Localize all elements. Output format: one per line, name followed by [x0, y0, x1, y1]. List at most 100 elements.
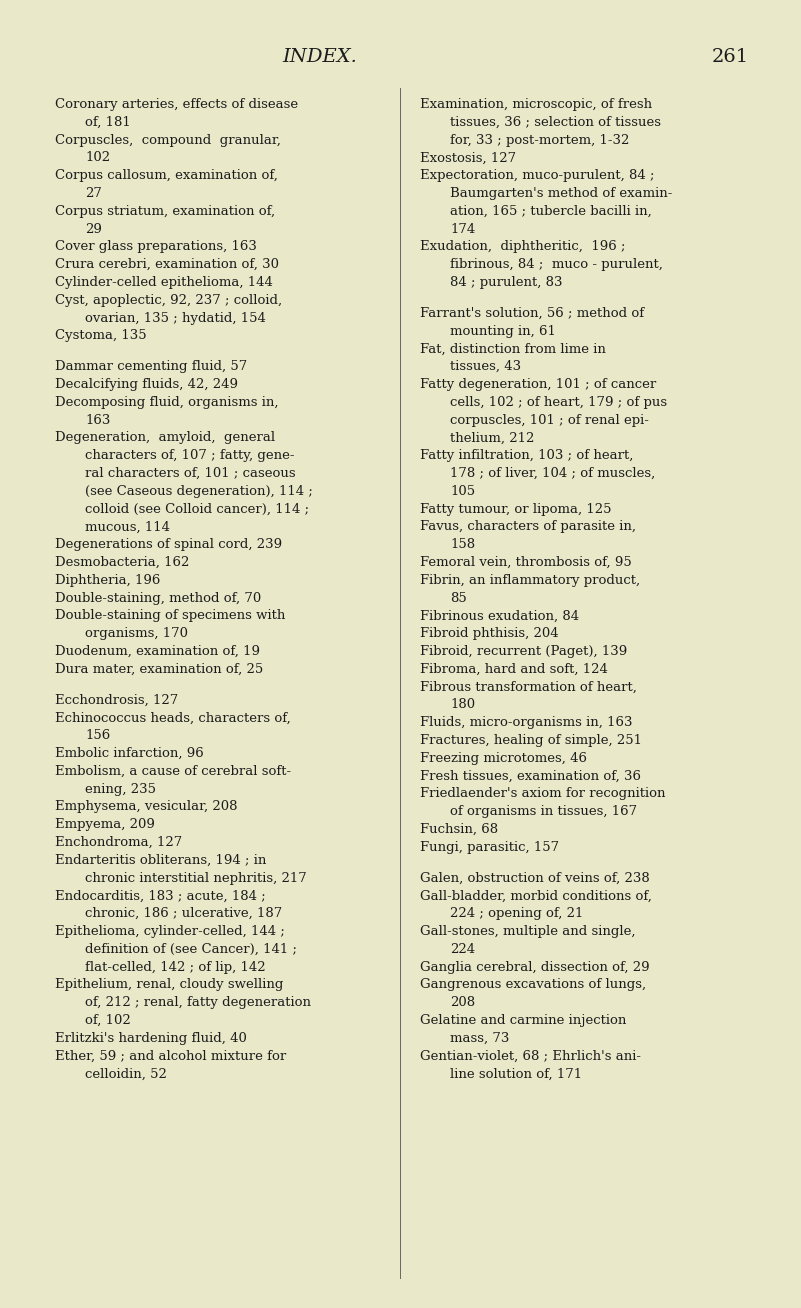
Text: Decalcifying fluids, 42, 249: Decalcifying fluids, 42, 249	[55, 378, 238, 391]
Text: Crura cerebri, examination of, 30: Crura cerebri, examination of, 30	[55, 258, 279, 271]
Text: Enchondroma, 127: Enchondroma, 127	[55, 836, 183, 849]
Text: cells, 102 ; of heart, 179 ; of pus: cells, 102 ; of heart, 179 ; of pus	[450, 396, 667, 409]
Text: Empyema, 209: Empyema, 209	[55, 819, 155, 831]
Text: Cyst, apoplectic, 92, 237 ; colloid,: Cyst, apoplectic, 92, 237 ; colloid,	[55, 294, 282, 307]
Text: characters of, 107 ; fatty, gene-: characters of, 107 ; fatty, gene-	[85, 449, 295, 462]
Text: Fresh tissues, examination of, 36: Fresh tissues, examination of, 36	[420, 769, 641, 782]
Text: Exostosis, 127: Exostosis, 127	[420, 152, 516, 165]
Text: Double-staining, method of, 70: Double-staining, method of, 70	[55, 591, 261, 604]
Text: 261: 261	[711, 48, 749, 65]
Text: Corpuscles,  compound  granular,: Corpuscles, compound granular,	[55, 133, 281, 146]
Text: ovarian, 135 ; hydatid, 154: ovarian, 135 ; hydatid, 154	[85, 311, 266, 324]
Text: Degeneration,  amyloid,  general: Degeneration, amyloid, general	[55, 432, 275, 445]
Text: mounting in, 61: mounting in, 61	[450, 324, 556, 337]
Text: (see Caseous degeneration), 114 ;: (see Caseous degeneration), 114 ;	[85, 485, 313, 498]
Text: 84 ; purulent, 83: 84 ; purulent, 83	[450, 276, 562, 289]
Text: Favus, characters of parasite in,: Favus, characters of parasite in,	[420, 521, 636, 534]
Text: ral characters of, 101 ; caseous: ral characters of, 101 ; caseous	[85, 467, 296, 480]
Text: Fibroid, recurrent (Paget), 139: Fibroid, recurrent (Paget), 139	[420, 645, 627, 658]
Text: Fibroid phthisis, 204: Fibroid phthisis, 204	[420, 628, 558, 640]
Text: mass, 73: mass, 73	[450, 1032, 509, 1045]
Text: ation, 165 ; tubercle bacilli in,: ation, 165 ; tubercle bacilli in,	[450, 205, 652, 218]
Text: Fungi, parasitic, 157: Fungi, parasitic, 157	[420, 841, 559, 854]
Text: Freezing microtomes, 46: Freezing microtomes, 46	[420, 752, 587, 765]
Text: of, 212 ; renal, fatty degeneration: of, 212 ; renal, fatty degeneration	[85, 997, 311, 1010]
Text: 102: 102	[85, 152, 110, 165]
Text: 174: 174	[450, 222, 475, 235]
Text: Coronary arteries, effects of disease: Coronary arteries, effects of disease	[55, 98, 298, 111]
Text: Ether, 59 ; and alcohol mixture for: Ether, 59 ; and alcohol mixture for	[55, 1049, 286, 1062]
Text: corpuscles, 101 ; of renal epi-: corpuscles, 101 ; of renal epi-	[450, 413, 649, 426]
Text: INDEX.: INDEX.	[283, 48, 357, 65]
Text: Dammar cementing fluid, 57: Dammar cementing fluid, 57	[55, 360, 248, 373]
Text: for, 33 ; post-mortem, 1-32: for, 33 ; post-mortem, 1-32	[450, 133, 630, 146]
Text: colloid (see Colloid cancer), 114 ;: colloid (see Colloid cancer), 114 ;	[85, 502, 309, 515]
Text: 105: 105	[450, 485, 475, 498]
Text: Double-staining of specimens with: Double-staining of specimens with	[55, 610, 285, 623]
Text: 224 ; opening of, 21: 224 ; opening of, 21	[450, 908, 583, 921]
Text: Gall-bladder, morbid conditions of,: Gall-bladder, morbid conditions of,	[420, 889, 652, 903]
Text: 163: 163	[85, 413, 111, 426]
Text: Diphtheria, 196: Diphtheria, 196	[55, 574, 160, 587]
Text: Ganglia cerebral, dissection of, 29: Ganglia cerebral, dissection of, 29	[420, 960, 650, 973]
Text: fibrinous, 84 ;  muco - purulent,: fibrinous, 84 ; muco - purulent,	[450, 258, 663, 271]
Text: organisms, 170: organisms, 170	[85, 628, 188, 640]
Text: chronic interstitial nephritis, 217: chronic interstitial nephritis, 217	[85, 871, 307, 884]
Text: celloidin, 52: celloidin, 52	[85, 1067, 167, 1080]
Text: flat-celled, 142 ; of lip, 142: flat-celled, 142 ; of lip, 142	[85, 960, 266, 973]
Text: Fuchsin, 68: Fuchsin, 68	[420, 823, 498, 836]
Text: Expectoration, muco-purulent, 84 ;: Expectoration, muco-purulent, 84 ;	[420, 169, 654, 182]
Text: Gall-stones, multiple and single,: Gall-stones, multiple and single,	[420, 925, 635, 938]
Text: Corpus callosum, examination of,: Corpus callosum, examination of,	[55, 169, 278, 182]
Text: Fibrin, an inflammatory product,: Fibrin, an inflammatory product,	[420, 574, 640, 587]
Text: of, 181: of, 181	[85, 116, 131, 128]
Text: of, 102: of, 102	[85, 1014, 131, 1027]
Text: Cystoma, 135: Cystoma, 135	[55, 330, 147, 343]
Text: Baumgarten's method of examin-: Baumgarten's method of examin-	[450, 187, 672, 200]
Text: Cylinder-celled epithelioma, 144: Cylinder-celled epithelioma, 144	[55, 276, 273, 289]
Text: Degenerations of spinal cord, 239: Degenerations of spinal cord, 239	[55, 538, 282, 551]
Text: Desmobacteria, 162: Desmobacteria, 162	[55, 556, 189, 569]
Text: ening, 235: ening, 235	[85, 782, 156, 795]
Text: Epithelium, renal, cloudy swelling: Epithelium, renal, cloudy swelling	[55, 978, 284, 991]
Text: Duodenum, examination of, 19: Duodenum, examination of, 19	[55, 645, 260, 658]
Text: Gangrenous excavations of lungs,: Gangrenous excavations of lungs,	[420, 978, 646, 991]
Text: Emphysema, vesicular, 208: Emphysema, vesicular, 208	[55, 800, 238, 814]
Text: 178 ; of liver, 104 ; of muscles,: 178 ; of liver, 104 ; of muscles,	[450, 467, 655, 480]
Text: Exudation,  diphtheritic,  196 ;: Exudation, diphtheritic, 196 ;	[420, 241, 626, 254]
Text: Decomposing fluid, organisms in,: Decomposing fluid, organisms in,	[55, 396, 279, 409]
Text: 158: 158	[450, 538, 475, 551]
Text: tissues, 36 ; selection of tissues: tissues, 36 ; selection of tissues	[450, 116, 661, 128]
Text: Fatty degeneration, 101 ; of cancer: Fatty degeneration, 101 ; of cancer	[420, 378, 656, 391]
Text: Examination, microscopic, of fresh: Examination, microscopic, of fresh	[420, 98, 652, 111]
Text: Embolism, a cause of cerebral soft-: Embolism, a cause of cerebral soft-	[55, 765, 291, 778]
Text: 180: 180	[450, 698, 475, 712]
Text: 29: 29	[85, 222, 102, 235]
Text: Fatty infiltration, 103 ; of heart,: Fatty infiltration, 103 ; of heart,	[420, 449, 634, 462]
Text: Gentian-violet, 68 ; Ehrlich's ani-: Gentian-violet, 68 ; Ehrlich's ani-	[420, 1049, 641, 1062]
Text: Fat, distinction from lime in: Fat, distinction from lime in	[420, 343, 606, 356]
Text: thelium, 212: thelium, 212	[450, 432, 534, 445]
Text: mucous, 114: mucous, 114	[85, 521, 170, 534]
Text: Endocarditis, 183 ; acute, 184 ;: Endocarditis, 183 ; acute, 184 ;	[55, 889, 266, 903]
Text: definition of (see Cancer), 141 ;: definition of (see Cancer), 141 ;	[85, 943, 297, 956]
Text: Endarteritis obliterans, 194 ; in: Endarteritis obliterans, 194 ; in	[55, 854, 267, 867]
Text: line solution of, 171: line solution of, 171	[450, 1067, 582, 1080]
Text: Galen, obstruction of veins of, 238: Galen, obstruction of veins of, 238	[420, 871, 650, 884]
Text: Ecchondrosis, 127: Ecchondrosis, 127	[55, 693, 179, 706]
Text: Fatty tumour, or lipoma, 125: Fatty tumour, or lipoma, 125	[420, 502, 611, 515]
Text: Dura mater, examination of, 25: Dura mater, examination of, 25	[55, 663, 264, 676]
Text: Fluids, micro-organisms in, 163: Fluids, micro-organisms in, 163	[420, 717, 633, 729]
Text: Fibrinous exudation, 84: Fibrinous exudation, 84	[420, 610, 579, 623]
Text: Farrant's solution, 56 ; method of: Farrant's solution, 56 ; method of	[420, 307, 644, 319]
Text: 27: 27	[85, 187, 102, 200]
Text: 85: 85	[450, 591, 467, 604]
Text: Fibrous transformation of heart,: Fibrous transformation of heart,	[420, 680, 637, 693]
Text: Embolic infarction, 96: Embolic infarction, 96	[55, 747, 203, 760]
Text: Femoral vein, thrombosis of, 95: Femoral vein, thrombosis of, 95	[420, 556, 632, 569]
Text: of organisms in tissues, 167: of organisms in tissues, 167	[450, 806, 637, 819]
Text: Fractures, healing of simple, 251: Fractures, healing of simple, 251	[420, 734, 642, 747]
Text: Gelatine and carmine injection: Gelatine and carmine injection	[420, 1014, 626, 1027]
Text: 224: 224	[450, 943, 475, 956]
Text: Epithelioma, cylinder-celled, 144 ;: Epithelioma, cylinder-celled, 144 ;	[55, 925, 285, 938]
